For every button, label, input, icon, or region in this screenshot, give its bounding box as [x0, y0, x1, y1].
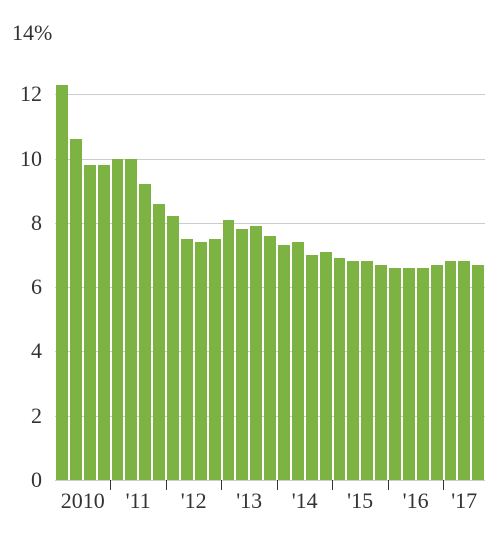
y-axis-label: 12: [20, 81, 42, 107]
y-axis-labels: 024681012: [0, 30, 50, 480]
bar: [458, 261, 470, 480]
bar: [375, 265, 387, 480]
y-axis-label: 0: [31, 467, 42, 493]
bar: [56, 85, 68, 480]
y-axis-label: 8: [31, 210, 42, 236]
bar: [223, 220, 235, 480]
bar: [98, 165, 110, 480]
y-axis-label: 10: [20, 146, 42, 172]
bar: [236, 229, 248, 480]
bar: [347, 261, 359, 480]
bars-layer: [55, 30, 485, 480]
gridline: [55, 480, 485, 481]
x-axis-label: '12: [181, 488, 207, 514]
x-axis-label: '16: [403, 488, 429, 514]
bar: [70, 139, 82, 480]
bar: [278, 245, 290, 480]
bar: [306, 255, 318, 480]
bar: [389, 268, 401, 480]
bar: [153, 204, 165, 480]
bar: [209, 239, 221, 480]
bar: [417, 268, 429, 480]
bar: [195, 242, 207, 480]
bar: [167, 216, 179, 480]
x-axis-label: 2010: [61, 488, 105, 514]
bar: [431, 265, 443, 480]
bar: [250, 226, 262, 480]
y-axis-label: 4: [31, 338, 42, 364]
y-axis-label: 2: [31, 403, 42, 429]
bar: [445, 261, 457, 480]
x-axis-label: '13: [236, 488, 262, 514]
bar: [125, 159, 137, 480]
bar: [264, 236, 276, 480]
x-axis-label: '14: [292, 488, 318, 514]
bar: [112, 159, 124, 480]
bar-chart: 14% 024681012 2010'11'12'13'14'15'16'17: [0, 0, 500, 536]
bar: [181, 239, 193, 480]
bar: [403, 268, 415, 480]
bar: [320, 252, 332, 480]
bar: [139, 184, 151, 480]
x-axis-label: '17: [451, 488, 477, 514]
bar: [472, 265, 484, 480]
bar: [84, 165, 96, 480]
x-axis-label: '15: [347, 488, 373, 514]
bar: [334, 258, 346, 480]
x-axis-label: '11: [126, 488, 151, 514]
x-axis-labels: 2010 '11 '12 '13 '14 '15 '16 '17: [55, 488, 485, 528]
y-axis-label: 6: [31, 274, 42, 300]
bar: [292, 242, 304, 480]
bar: [361, 261, 373, 480]
plot-area: [55, 30, 485, 480]
